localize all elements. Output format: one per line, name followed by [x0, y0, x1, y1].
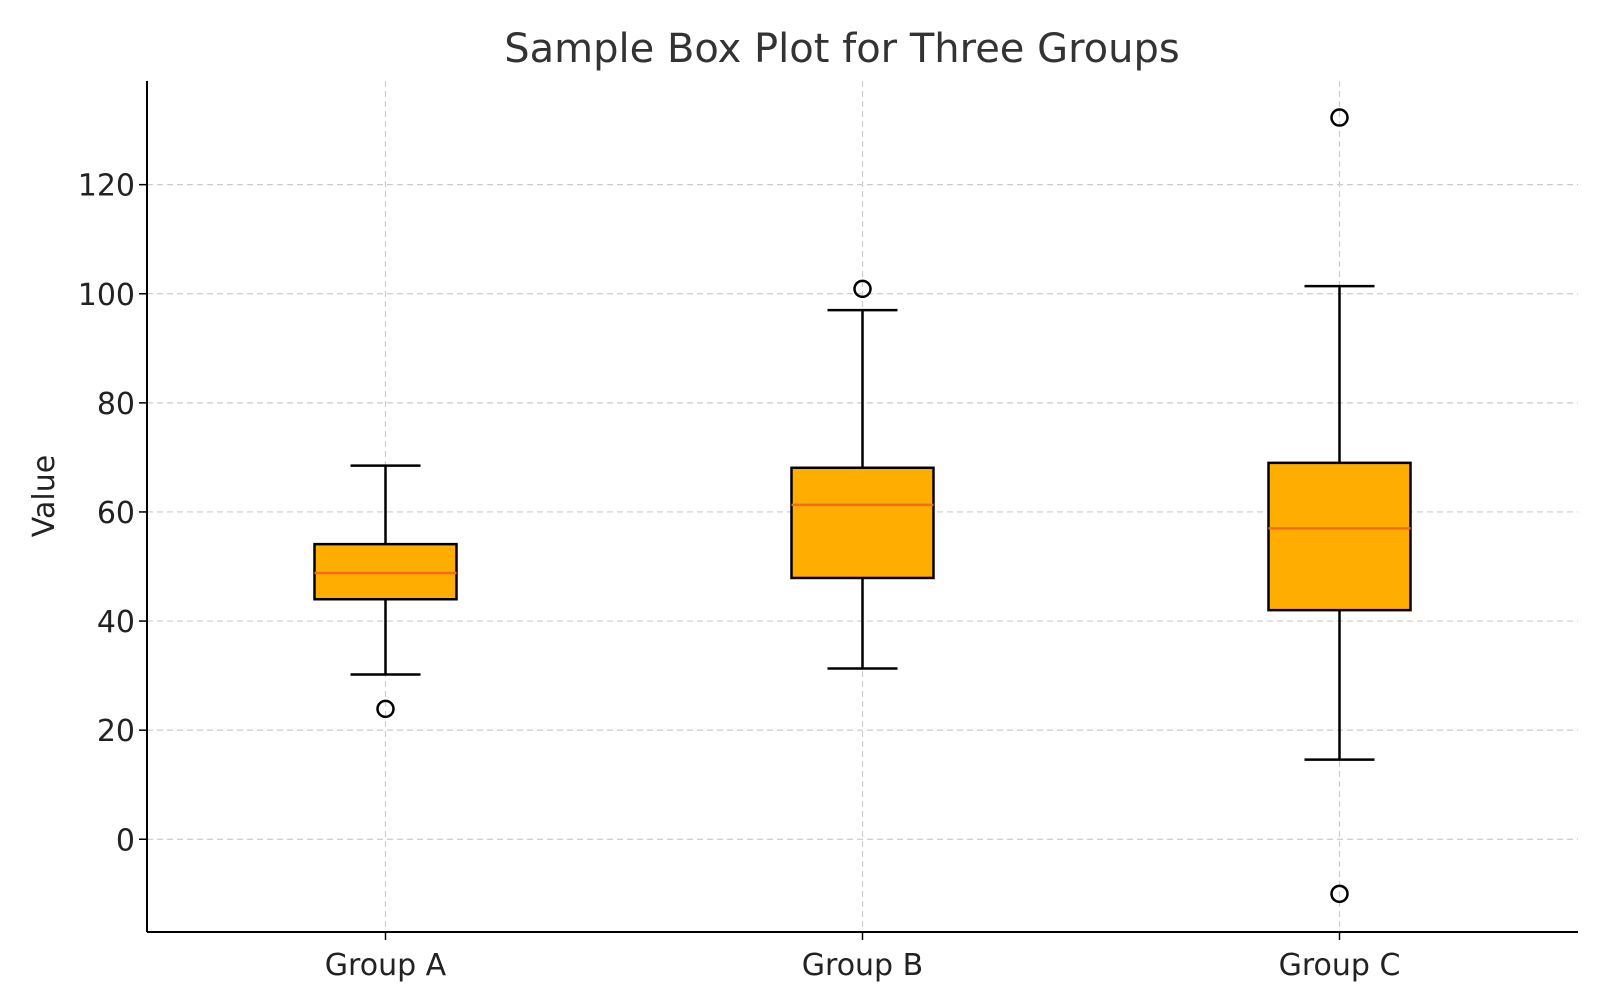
outlier-point [376, 699, 395, 719]
outlier-point [1330, 108, 1349, 127]
y-tick-label: 60 [97, 496, 135, 531]
box-group [790, 279, 935, 670]
y-tick-label: 80 [97, 387, 135, 422]
iqr-box [313, 542, 458, 601]
y-tick-label: 100 [78, 278, 135, 313]
iqr-box [1267, 461, 1412, 612]
x-tick-label: Group C [1279, 948, 1401, 983]
y-tick-label: 40 [97, 605, 135, 640]
box-group [313, 464, 458, 719]
chart-title: Sample Box Plot for Three Groups [504, 26, 1180, 72]
x-tick-label: Group B [802, 948, 923, 983]
y-tick-label: 120 [78, 169, 135, 204]
ticks-layer: 0 20 40 60 80 100 120 Group A Group B Group C [78, 169, 1401, 983]
y-tick-label: 0 [116, 823, 135, 858]
y-axis-title: Value [27, 455, 62, 537]
outlier-point [1330, 884, 1349, 904]
x-tick-label: Group A [325, 948, 447, 983]
outlier-point [853, 279, 872, 299]
y-tick-label: 20 [97, 714, 135, 749]
iqr-box [790, 466, 935, 580]
box-group [1267, 108, 1412, 904]
boxes-layer [313, 108, 1412, 904]
